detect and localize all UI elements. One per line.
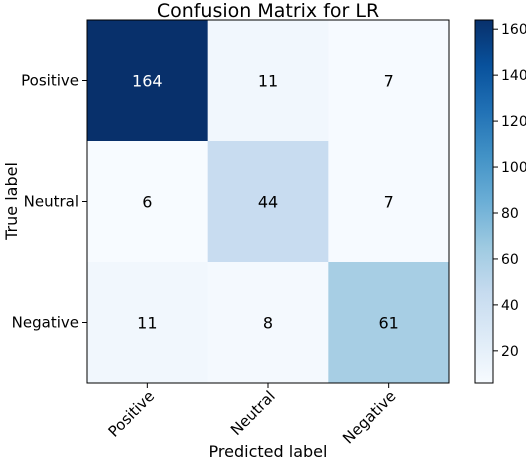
colorbar-tick-label: 100 bbox=[501, 160, 526, 176]
x-axis-label: Predicted label bbox=[209, 442, 328, 459]
colorbar-tick-label: 40 bbox=[501, 298, 519, 314]
heatmap-cell bbox=[207, 141, 329, 263]
cell-value-label: 164 bbox=[132, 72, 163, 91]
heatmap-cell bbox=[328, 20, 450, 142]
heatmap-cell bbox=[207, 262, 329, 384]
colorbar bbox=[474, 19, 494, 384]
colorbar-tick-label: 20 bbox=[501, 344, 519, 360]
colorbar-tick-label: 80 bbox=[501, 206, 519, 222]
heatmap-cell bbox=[87, 262, 209, 384]
heatmap-cell bbox=[87, 141, 209, 263]
y-axis-label: True label bbox=[2, 162, 21, 241]
y-tick-label: Positive bbox=[21, 72, 79, 90]
colorbar-ticks: 20 40 60 80 100 120 140 160 bbox=[493, 22, 526, 360]
cell-value-label: 61 bbox=[378, 314, 398, 333]
cell-value-label: 6 bbox=[142, 193, 152, 212]
cell-value-label: 7 bbox=[384, 72, 394, 91]
colorbar-tick-label: 60 bbox=[501, 252, 519, 268]
colorbar-tick-label: 120 bbox=[501, 114, 526, 130]
heatmap-cell bbox=[328, 141, 450, 263]
heatmap-cell bbox=[207, 20, 329, 142]
heatmap-cell bbox=[87, 20, 209, 142]
cell-value-label: 7 bbox=[384, 193, 394, 212]
colorbar-tick-label: 140 bbox=[501, 68, 526, 84]
y-tick-label: Negative bbox=[12, 314, 79, 332]
chart-title: Confusion Matrix for LR bbox=[157, 0, 379, 22]
x-tick-label: Positive bbox=[105, 387, 159, 441]
y-axis: Positive Neutral Negative bbox=[12, 72, 87, 332]
heatmap-cell bbox=[328, 262, 450, 384]
cell-value-label: 11 bbox=[137, 314, 157, 333]
x-tick-label: Negative bbox=[339, 387, 399, 447]
heatmap-cells bbox=[87, 20, 450, 384]
cell-value-label: 44 bbox=[258, 193, 278, 212]
x-axis: Positive Neutral Negative bbox=[105, 383, 399, 447]
cell-value-label: 11 bbox=[258, 72, 278, 91]
x-tick-label: Neutral bbox=[227, 387, 279, 439]
y-tick-label: Neutral bbox=[24, 193, 79, 211]
colorbar-tick-label: 160 bbox=[501, 22, 526, 38]
cell-value-labels: 164 11 7 6 44 7 11 8 61 bbox=[132, 72, 399, 333]
cell-value-label: 8 bbox=[263, 314, 273, 333]
